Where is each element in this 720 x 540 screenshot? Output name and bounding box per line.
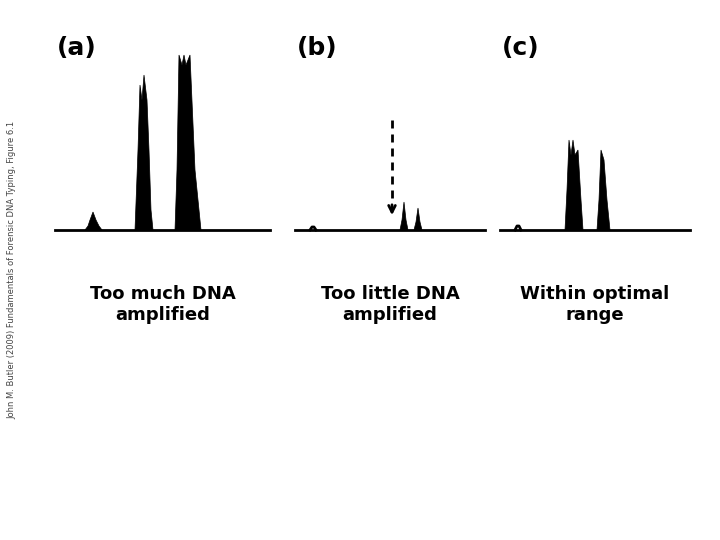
Text: (b): (b) xyxy=(297,36,338,60)
Polygon shape xyxy=(565,140,583,230)
Text: Too little DNA
amplified: Too little DNA amplified xyxy=(320,285,459,324)
Polygon shape xyxy=(414,208,422,230)
Polygon shape xyxy=(597,150,610,230)
Text: (a): (a) xyxy=(57,36,96,60)
Polygon shape xyxy=(85,212,102,230)
Text: John M. Butler (2009) Fundamentals of Forensic DNA Typing, Figure 6.1: John M. Butler (2009) Fundamentals of Fo… xyxy=(7,121,17,419)
Polygon shape xyxy=(175,55,201,230)
Text: Too much DNA
amplified: Too much DNA amplified xyxy=(89,285,235,324)
Polygon shape xyxy=(135,75,153,230)
Polygon shape xyxy=(400,202,408,230)
Text: (c): (c) xyxy=(502,36,539,60)
Text: Within optimal
range: Within optimal range xyxy=(521,285,670,324)
